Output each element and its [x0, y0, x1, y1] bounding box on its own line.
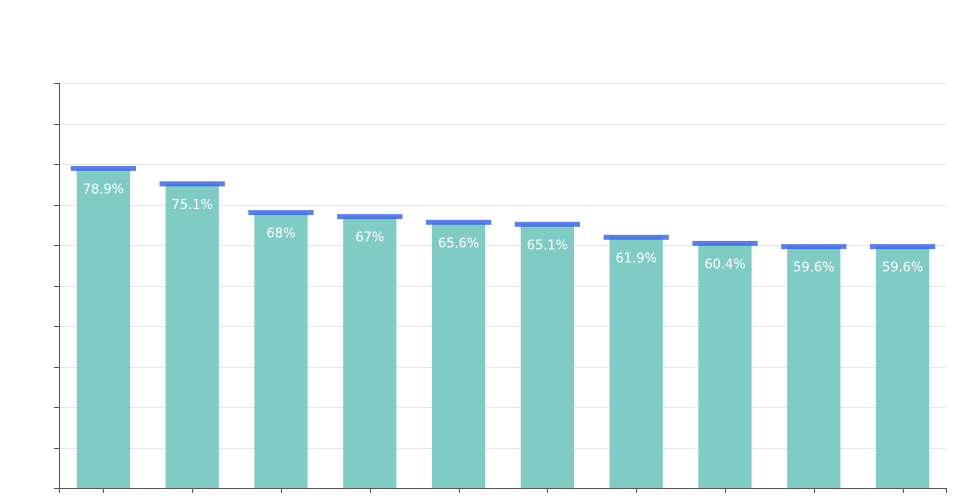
data-labels: 78.9% 75.1% 68% 67% 65.6% 65.1% 61.9% 60.4% 59.6…	[83, 182, 924, 275]
bar-top-marker	[159, 181, 225, 187]
bar	[787, 246, 841, 488]
data-label: 65.1%	[527, 238, 568, 253]
data-label: 59.6%	[882, 261, 923, 276]
bar	[165, 183, 219, 488]
data-label: 75.1%	[172, 198, 213, 213]
bars	[76, 168, 930, 488]
bar-top-marker	[514, 221, 581, 227]
bar-top-marker	[248, 210, 314, 216]
bar	[76, 168, 131, 488]
data-label: 60.4%	[704, 257, 745, 272]
bar	[609, 237, 663, 488]
bar-top-marker	[781, 244, 847, 250]
bar-top-marker	[692, 240, 758, 246]
bar	[875, 246, 930, 488]
data-label: 68%	[267, 227, 296, 242]
data-label: 65.6%	[438, 236, 479, 251]
bar	[698, 243, 752, 488]
bar-top-marker	[869, 244, 936, 250]
bar	[254, 212, 308, 488]
bar-top-marker	[337, 214, 403, 220]
bar	[343, 216, 397, 488]
bar	[520, 224, 575, 488]
bar-top-marker	[603, 234, 669, 240]
value-markers	[70, 165, 936, 250]
data-label: 78.9%	[83, 182, 124, 197]
bar-top-marker	[425, 219, 492, 225]
data-label: 67%	[355, 231, 384, 246]
data-label: 59.6%	[793, 261, 834, 276]
bar	[431, 222, 486, 488]
axes	[54, 83, 947, 493]
bar-top-marker	[70, 165, 137, 171]
data-label: 61.9%	[616, 251, 657, 266]
